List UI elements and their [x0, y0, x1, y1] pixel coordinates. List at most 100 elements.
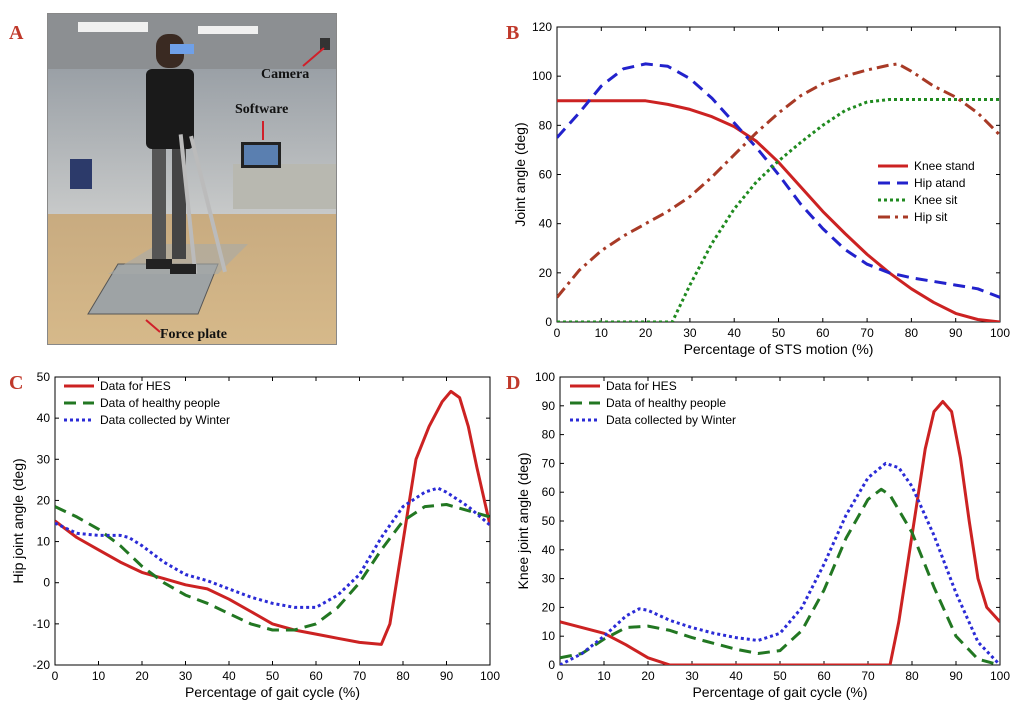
series-line-data-of-healthy-people — [55, 503, 490, 632]
legend-label: Knee stand — [914, 159, 975, 173]
crutch — [189, 135, 227, 273]
y-tick-label: 0 — [545, 315, 552, 329]
legend-label: Hip atand — [914, 176, 965, 190]
x-tick-label: 40 — [222, 669, 236, 683]
photo-illustration — [48, 14, 336, 344]
x-axis-label: Percentage of gait cycle (%) — [692, 684, 867, 700]
x-tick-label: 20 — [135, 669, 149, 683]
series-line-hip-sit — [557, 62, 1000, 299]
blue-chair — [70, 159, 92, 189]
photo-panel: Camera Software Force plate — [47, 13, 337, 345]
y-tick-label: 10 — [37, 535, 51, 549]
series-line-data-for-hes — [55, 389, 490, 646]
legend-label: Knee sit — [914, 193, 958, 207]
legend-label: Data of healthy people — [606, 396, 726, 410]
y-tick-label: 20 — [37, 493, 51, 507]
x-axis-label: Percentage of STS motion (%) — [684, 341, 874, 357]
x-tick-label: 40 — [728, 326, 742, 340]
legend: Data for HES Data of healthy people Data c… — [64, 379, 230, 427]
y-tick-label: 90 — [542, 399, 556, 413]
force-plate-arrow — [145, 319, 161, 333]
y-tick-label: 100 — [535, 370, 555, 384]
x-tick-label: 90 — [949, 326, 963, 340]
y-tick-label: 20 — [539, 266, 553, 280]
series-line-data-collected-by-winter — [55, 486, 490, 609]
x-tick-label: 60 — [309, 669, 323, 683]
monitor-screen — [244, 145, 278, 165]
x-tick-label: 70 — [353, 669, 367, 683]
legend-label: Data collected by Winter — [100, 413, 230, 427]
x-tick-label: 70 — [861, 669, 875, 683]
person-torso — [146, 69, 194, 149]
software-label: Software — [235, 102, 289, 117]
y-tick-label: 20 — [542, 600, 556, 614]
x-tick-label: 80 — [396, 669, 410, 683]
face-blur — [170, 44, 194, 54]
legend: Knee stand Hip atand Knee sit Hip sit — [878, 159, 975, 224]
y-tick-label: 80 — [539, 118, 553, 132]
chart-d: 0 10 20 30 40 50 60 70 80 90 100 0 10 20 30 40 50 60 70 80 9… — [515, 370, 1010, 700]
ceiling-light — [78, 22, 148, 32]
y-tick-label: -20 — [33, 658, 51, 672]
y-tick-label: -10 — [33, 617, 51, 631]
x-tick-label: 80 — [905, 669, 919, 683]
crutch — [178, 134, 198, 274]
x-tick-label: 10 — [597, 669, 611, 683]
shoe — [170, 264, 196, 274]
series-line-knee-sit — [557, 98, 1000, 322]
shoe — [146, 259, 172, 269]
force-plate-label: Force plate — [160, 327, 227, 342]
y-tick-label: 40 — [37, 411, 51, 425]
x-tick-label: 50 — [266, 669, 280, 683]
x-tick-label: 0 — [52, 669, 59, 683]
legend-label: Data for HES — [100, 379, 171, 393]
y-axis-label: Hip joint angle (deg) — [10, 458, 26, 583]
exoskeleton-leg — [172, 149, 186, 259]
plot-frame — [556, 26, 1001, 323]
series-line-data-of-healthy-people — [560, 487, 1000, 665]
x-axis-label: Percentage of gait cycle (%) — [185, 684, 360, 700]
office-desk — [233, 164, 336, 209]
y-axis-label: Joint angle (deg) — [512, 122, 528, 226]
x-tick-label: 50 — [773, 669, 787, 683]
x-tick-label: 20 — [641, 669, 655, 683]
y-axis-label: Knee joint angle (deg) — [515, 453, 531, 590]
y-tick-label: 0 — [548, 658, 555, 672]
y-tick-label: 30 — [37, 452, 51, 466]
legend-label: Data for HES — [606, 379, 677, 393]
exoskeleton-leg — [152, 149, 166, 259]
series-line-data-for-hes — [560, 400, 1000, 665]
chart-b: 0 10 20 30 40 50 60 70 80 90 100 0 20 40 60 80 100 120 Per… — [512, 20, 1010, 357]
camera-label: Camera — [261, 67, 310, 82]
panel-c-letter: C — [9, 372, 24, 394]
legend-label: Hip sit — [914, 210, 948, 224]
y-tick-label: 80 — [542, 428, 556, 442]
chart-c: 0 10 20 30 40 50 60 70 80 90 100-20-1001020304050P… — [10, 370, 500, 700]
x-tick-label: 30 — [685, 669, 699, 683]
y-tick-label: 100 — [532, 69, 552, 83]
ceiling-light — [198, 26, 258, 34]
x-tick-label: 50 — [772, 326, 786, 340]
panel-d-letter: D — [506, 372, 521, 394]
y-tick-label: 10 — [542, 629, 556, 643]
x-tick-label: 30 — [179, 669, 193, 683]
y-tick-label: 0 — [43, 576, 50, 590]
x-tick-label: 100 — [480, 669, 500, 683]
x-tick-label: 70 — [860, 326, 874, 340]
x-tick-label: 0 — [557, 669, 564, 683]
camera-device — [320, 38, 330, 50]
x-tick-label: 10 — [595, 326, 609, 340]
legend: Data for HES Data of healthy people Data c… — [570, 379, 736, 427]
y-tick-label: 40 — [539, 217, 553, 231]
x-tick-label: 20 — [639, 326, 653, 340]
panel-a-letter: A — [9, 22, 24, 44]
panel-b-letter: B — [506, 22, 520, 44]
series-line-hip-atand — [557, 62, 1000, 299]
camera-arrow — [302, 47, 325, 67]
x-tick-label: 10 — [92, 669, 106, 683]
x-tick-label: 90 — [440, 669, 454, 683]
y-tick-label: 50 — [542, 514, 556, 528]
y-tick-label: 60 — [542, 485, 556, 499]
x-tick-label: 40 — [729, 669, 743, 683]
